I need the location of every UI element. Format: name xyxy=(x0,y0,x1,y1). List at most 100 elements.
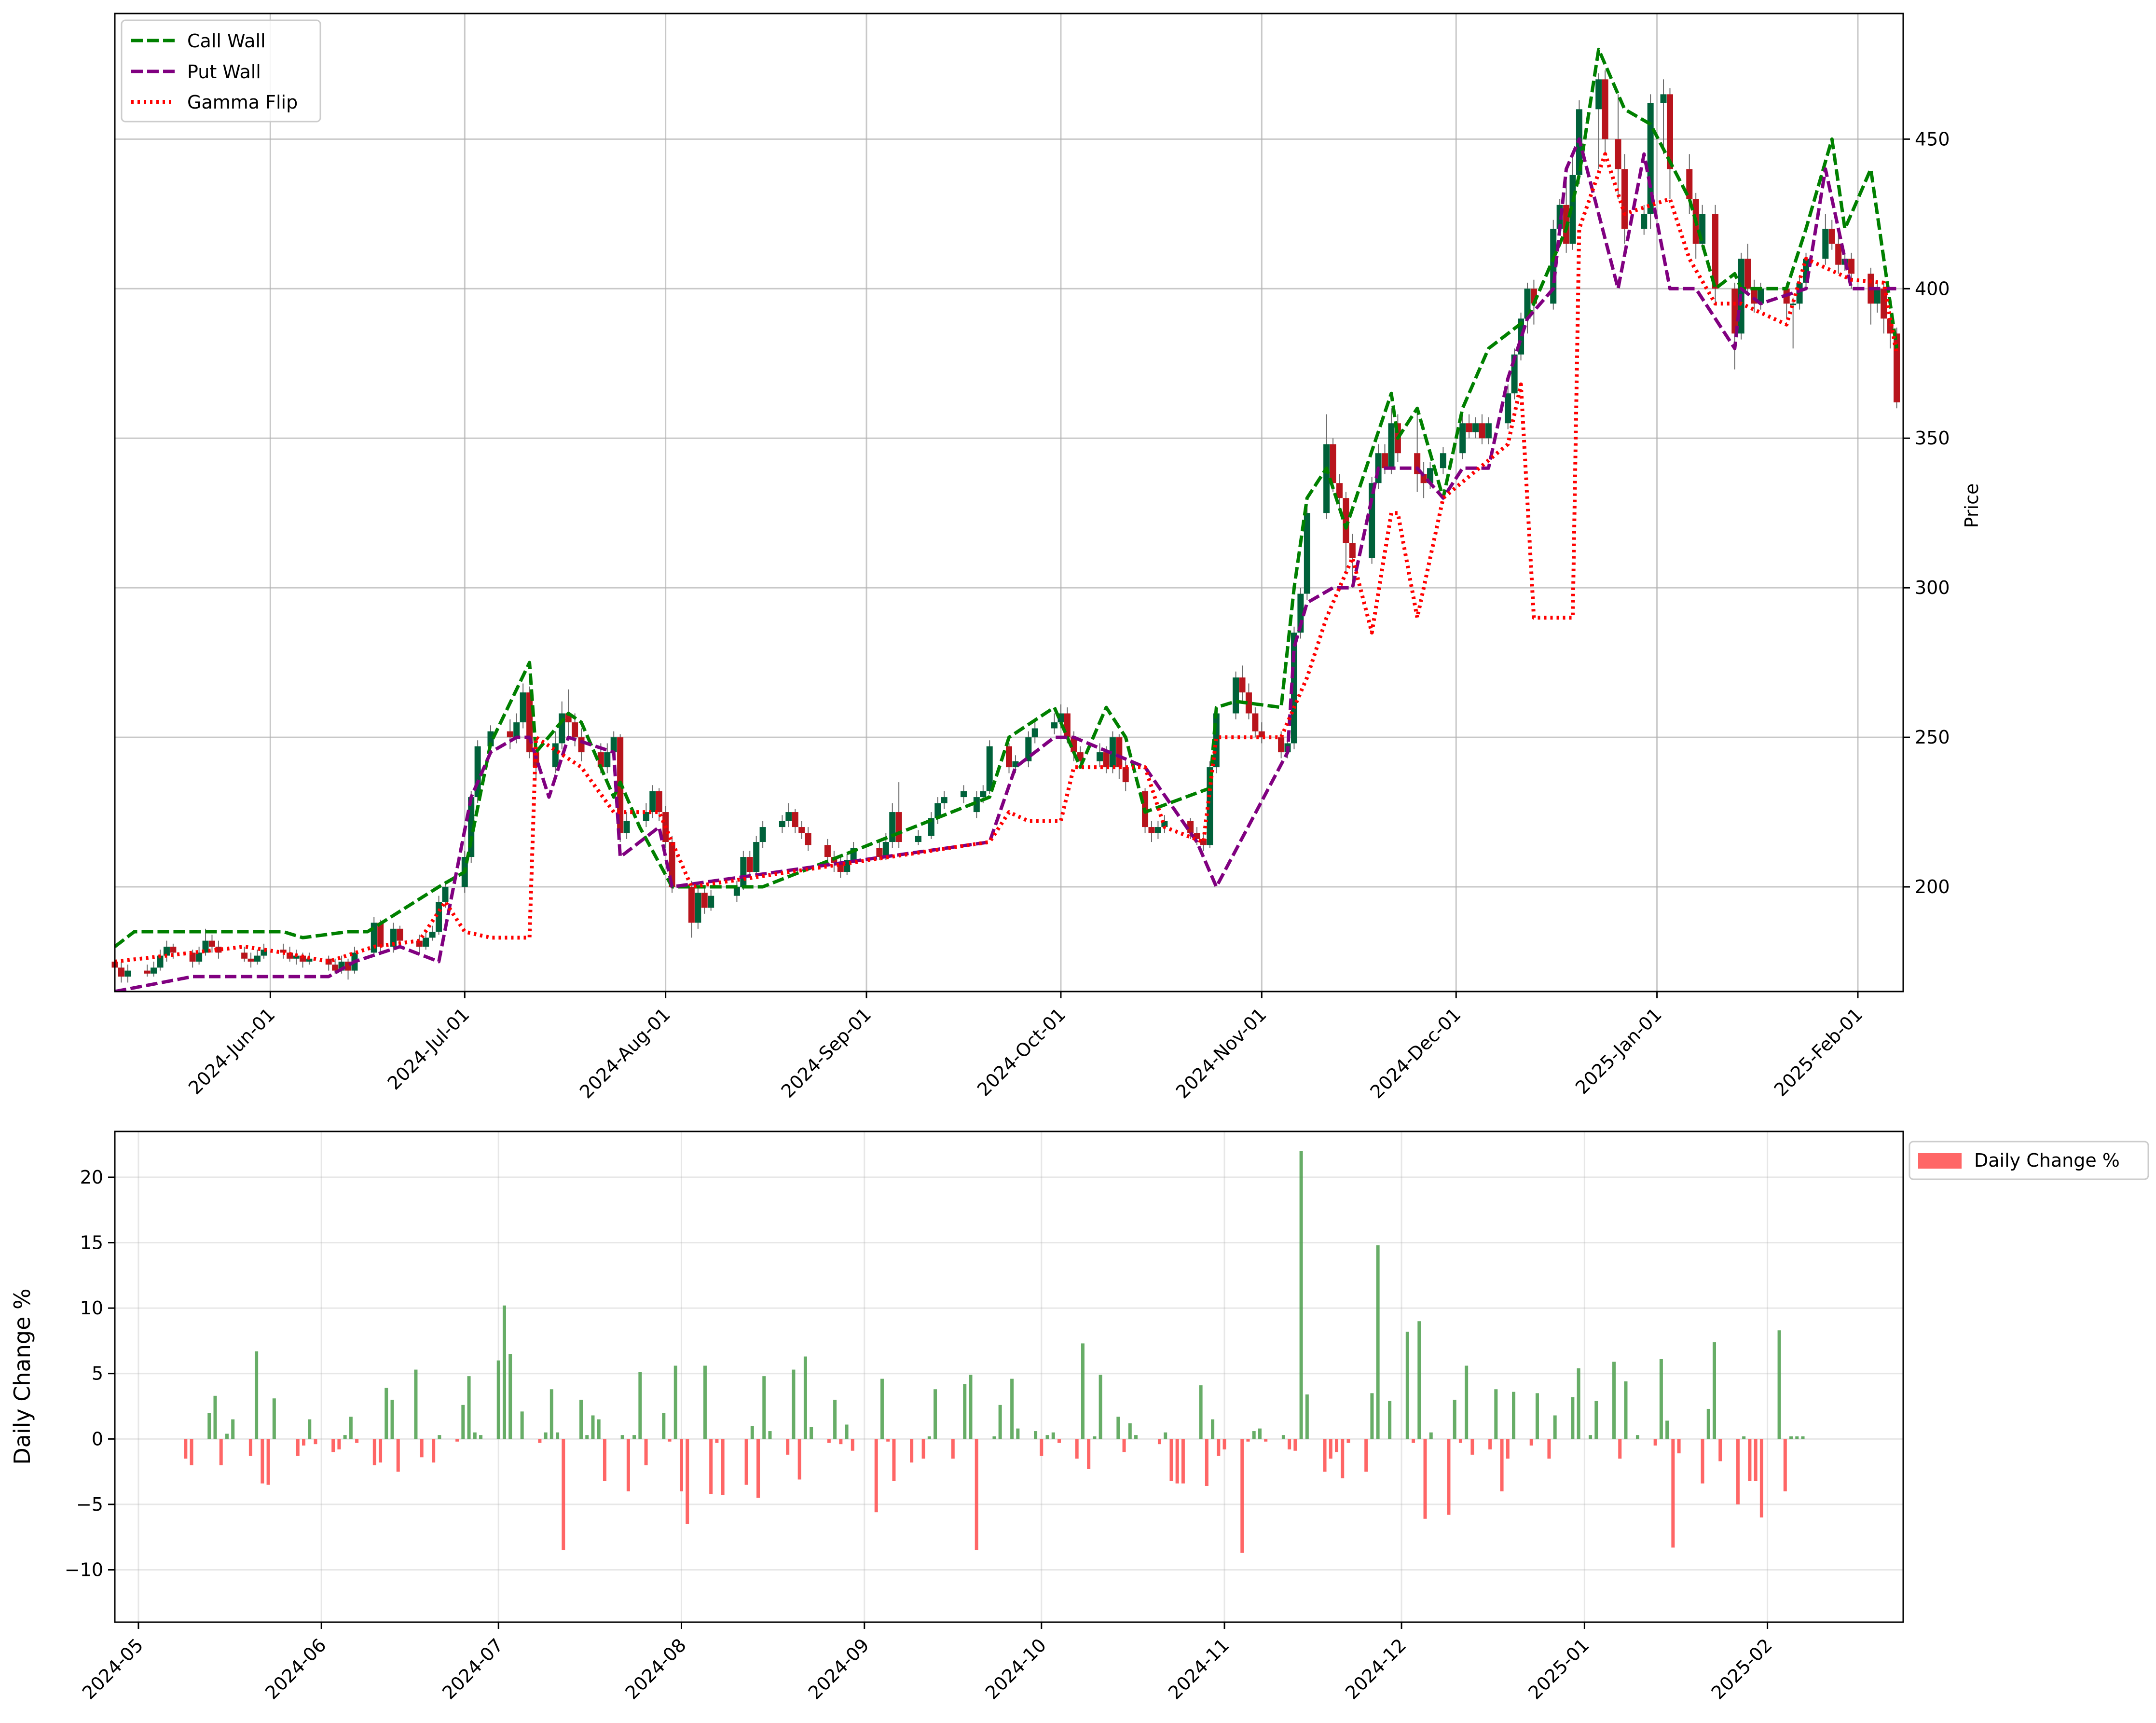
candle xyxy=(144,965,151,977)
daily-change-bar xyxy=(1553,1415,1557,1439)
daily-change-bar xyxy=(1305,1394,1309,1439)
daily-change-bar xyxy=(343,1435,347,1439)
candle-body xyxy=(429,932,436,938)
daily-change-bar xyxy=(331,1439,335,1452)
candle-body xyxy=(1731,289,1738,334)
candle xyxy=(973,791,980,818)
candle-body xyxy=(170,947,177,953)
price-y-tick-label: 300 xyxy=(1915,577,1950,598)
daily-change-bar xyxy=(1299,1151,1303,1439)
daily-change-bar xyxy=(833,1399,837,1439)
daily-change-bar xyxy=(1783,1439,1787,1491)
daily-change-bar xyxy=(662,1413,666,1439)
candle-body xyxy=(701,893,708,908)
daily-change-bar xyxy=(1701,1439,1704,1484)
daily-change-bar xyxy=(1122,1439,1126,1452)
daily-change-bar xyxy=(1488,1439,1492,1450)
daily-change-bar xyxy=(803,1356,807,1439)
daily-change-bar xyxy=(1341,1439,1345,1478)
candle-body xyxy=(513,722,520,738)
candle-body xyxy=(1064,713,1071,738)
daily-change-bar xyxy=(1577,1368,1580,1439)
candle-body xyxy=(882,842,889,857)
daily-change-bar xyxy=(686,1439,689,1524)
daily-change-bar xyxy=(975,1439,978,1550)
daily-change-bar xyxy=(1205,1439,1208,1486)
candle xyxy=(124,965,131,983)
daily-change-bar xyxy=(721,1439,725,1495)
daily-change-bar xyxy=(479,1435,483,1439)
price-grid xyxy=(115,14,1903,992)
candle xyxy=(1472,417,1479,439)
daily-change-bar xyxy=(1665,1420,1669,1439)
daily-change-bar xyxy=(797,1439,801,1480)
daily-change-bar xyxy=(1051,1432,1055,1439)
price-y-tick-label: 400 xyxy=(1915,278,1950,299)
candle xyxy=(1595,73,1602,169)
candle-body xyxy=(1343,498,1349,543)
legend-gamma-flip-label: Gamma Flip xyxy=(187,92,298,113)
daily-change-bar xyxy=(1653,1439,1657,1446)
candle-body xyxy=(118,967,124,977)
candle-body xyxy=(1154,827,1161,833)
candle-body xyxy=(1874,289,1881,304)
candle-body xyxy=(1388,423,1395,469)
candle-body xyxy=(1459,423,1466,454)
candle-body xyxy=(805,833,811,845)
candle-body xyxy=(980,791,987,798)
candle xyxy=(915,830,921,845)
candle-body xyxy=(649,791,656,813)
daily-change-bar xyxy=(520,1411,524,1439)
call-wall-line xyxy=(115,47,1899,948)
candle-body xyxy=(1025,737,1032,761)
daily-change-bar xyxy=(620,1435,624,1439)
daily-change-bar xyxy=(296,1439,300,1456)
daily-change-bar xyxy=(1589,1435,1593,1439)
candle-body xyxy=(487,731,494,746)
candle-body xyxy=(520,692,526,723)
legend-daily-change-label: Daily Change % xyxy=(1974,1150,2120,1171)
candle xyxy=(941,791,948,809)
candle xyxy=(196,947,203,965)
candle-body xyxy=(163,947,170,956)
daily-change-bar xyxy=(1547,1439,1551,1459)
candle-body xyxy=(1602,79,1608,139)
daily-change-bar xyxy=(579,1399,583,1439)
candle xyxy=(1161,815,1168,833)
candle-body xyxy=(746,857,753,872)
daily-change-bar xyxy=(827,1439,831,1443)
legend-call-wall-label: Call Wall xyxy=(187,30,266,52)
candle-body xyxy=(559,713,565,744)
daily-change-bar xyxy=(1677,1439,1681,1454)
daily-change-bar xyxy=(1010,1378,1014,1439)
candle xyxy=(688,881,695,938)
candle-body xyxy=(151,967,157,974)
daily-change-bar xyxy=(1535,1393,1539,1439)
candle-body xyxy=(1835,244,1842,265)
candle-body xyxy=(1641,214,1648,229)
daily-change-bar xyxy=(1034,1431,1038,1439)
price-y-tick-label: 350 xyxy=(1915,427,1950,449)
daily-change-bar xyxy=(1506,1439,1510,1459)
candle xyxy=(423,932,429,950)
daily-change-bar xyxy=(1423,1439,1427,1519)
daily-change-bar xyxy=(744,1439,748,1485)
candle xyxy=(798,821,805,839)
daily-change-bar xyxy=(1246,1439,1250,1442)
price-y-tick-label: 250 xyxy=(1915,727,1950,748)
daily-change-bar xyxy=(266,1439,270,1485)
candle xyxy=(1440,447,1446,474)
candle xyxy=(805,827,811,851)
candle xyxy=(1006,743,1012,773)
daily-change-bar xyxy=(355,1439,359,1443)
daily-change-bar xyxy=(998,1405,1002,1439)
candle xyxy=(1148,821,1155,842)
daily-change-bar xyxy=(1093,1436,1097,1439)
candle-body xyxy=(254,955,261,962)
candle xyxy=(1822,214,1829,265)
candle-body xyxy=(1505,393,1511,424)
daily-change-bar xyxy=(562,1439,565,1550)
daily-change-bar xyxy=(679,1439,683,1491)
daily-change-bar xyxy=(1500,1439,1504,1491)
